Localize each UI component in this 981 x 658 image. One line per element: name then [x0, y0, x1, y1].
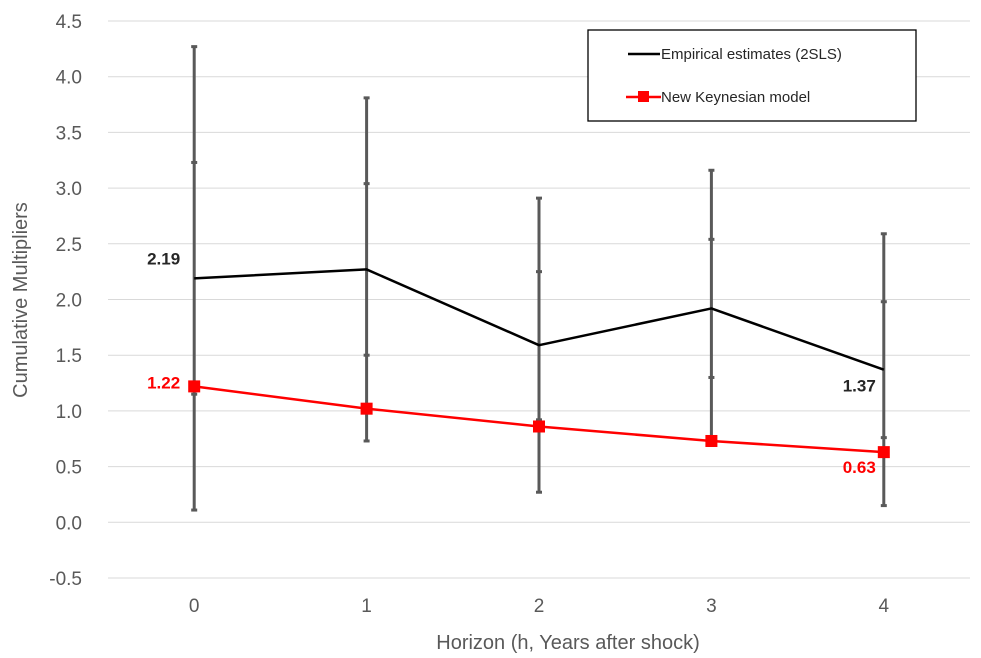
- x-tick-label: 0: [189, 596, 200, 617]
- data-point-marker: [877, 446, 890, 459]
- data-point-marker: [360, 402, 373, 415]
- data-label: 2.19: [147, 249, 180, 268]
- y-tick-label: -0.5: [49, 569, 82, 590]
- x-tick-label: 4: [879, 596, 890, 617]
- y-axis-title: Cumulative Multipliers: [10, 202, 32, 398]
- legend-label-empirical: Empirical estimates (2SLS): [661, 46, 842, 63]
- legend-box: [587, 29, 917, 122]
- legend-label-nk: New Keynesian model: [661, 89, 810, 106]
- x-tick-label: 1: [361, 596, 372, 617]
- legend-marker-nk: [638, 91, 649, 102]
- x-axis-ticks: 0 1 2 3 4: [189, 596, 890, 617]
- y-tick-label: 4.5: [56, 12, 82, 33]
- y-tick-label: 0.0: [56, 513, 82, 534]
- y-tick-label: 2.0: [56, 291, 82, 312]
- data-label: 1.37: [843, 377, 876, 396]
- y-tick-label: 3.5: [56, 123, 82, 144]
- y-tick-label: 3.0: [56, 179, 82, 200]
- x-tick-label: 3: [706, 596, 717, 617]
- y-tick-label: 2.5: [56, 235, 82, 256]
- data-point-marker: [705, 434, 718, 447]
- series-line-0: [194, 268, 885, 371]
- legend: Empirical estimates (2SLS) New Keynesian…: [587, 29, 917, 122]
- y-tick-label: 0.5: [56, 458, 82, 479]
- data-label: 0.63: [843, 458, 876, 477]
- data-labels: 2.19 1.37 1.22 0.63: [147, 249, 876, 477]
- data-label: 1.22: [147, 373, 180, 392]
- data-point-marker: [533, 420, 545, 433]
- x-tick-label: 2: [534, 596, 545, 617]
- data-point-marker: [188, 380, 201, 393]
- y-tick-label: 1.5: [56, 346, 82, 367]
- y-tick-label: 1.0: [56, 402, 82, 423]
- x-axis-title: Horizon (h, Years after shock): [436, 632, 699, 654]
- series-markers: [188, 380, 890, 459]
- y-axis-ticks: -0.5 0.0 0.5 1.0 1.5 2.0 2.5 3.0 3.5 4.0 4.5: [49, 12, 82, 590]
- y-tick-label: 4.0: [56, 68, 82, 89]
